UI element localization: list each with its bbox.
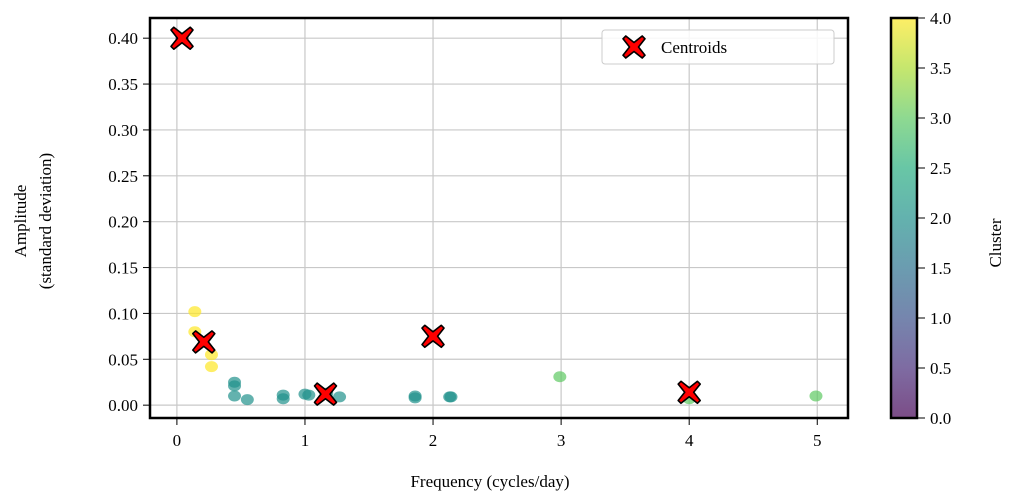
centroid-marker <box>421 324 445 349</box>
x-axis: 0 1 2 3 4 5 <box>173 418 822 450</box>
y-axis-label: Amplitude (standard deviation) <box>11 153 55 289</box>
data-point <box>228 390 242 402</box>
y-tick-label: 0.15 <box>108 259 138 278</box>
data-point <box>408 392 422 404</box>
colorbar: 0.0 0.5 1.0 1.5 2.0 2.5 3.0 3.5 4.0 Cluster <box>889 9 1005 428</box>
x-tick-label: 5 <box>813 431 822 450</box>
y-tick-label: 0.40 <box>108 29 138 48</box>
colorbar-tick-label: 2.5 <box>930 159 951 178</box>
centroid-marker <box>313 382 338 406</box>
data-point <box>240 394 254 406</box>
colorbar-ticks: 0.0 0.5 1.0 1.5 2.0 2.5 3.0 3.5 4.0 <box>917 9 951 428</box>
colorbar-tick-label: 0.0 <box>930 409 951 428</box>
data-point <box>188 306 202 318</box>
x-tick-label: 1 <box>301 431 310 450</box>
x-tick-label: 3 <box>557 431 566 450</box>
colorbar-tick-label: 4.0 <box>930 9 951 28</box>
plot-frame <box>148 16 850 420</box>
data-point <box>204 361 218 373</box>
y-axis-label-line2: (standard deviation) <box>36 153 55 289</box>
data-point <box>333 391 347 403</box>
colorbar-tick-label: 2.0 <box>930 209 951 228</box>
legend-label-centroids: Centroids <box>661 38 727 57</box>
colorbar-tick-label: 3.0 <box>930 109 951 128</box>
data-points <box>175 32 823 406</box>
data-point <box>443 391 457 403</box>
x-tick-label: 0 <box>173 431 182 450</box>
centroid-markers <box>170 26 701 406</box>
y-tick-label: 0.35 <box>108 75 138 94</box>
data-point <box>553 371 567 383</box>
y-tick-label: 0.20 <box>108 213 138 232</box>
y-tick-label: 0.10 <box>108 304 138 323</box>
colorbar-tick-label: 1.5 <box>930 259 951 278</box>
centroid-marker <box>677 380 701 405</box>
x-axis-label: Frequency (cycles/day) <box>410 472 569 491</box>
colorbar-label: Cluster <box>986 218 1005 267</box>
legend-box <box>601 29 835 65</box>
y-tick-label: 0.00 <box>108 396 138 415</box>
centroid-marker <box>192 330 216 354</box>
grid-lines <box>150 18 848 418</box>
data-point <box>204 349 218 361</box>
data-point <box>276 393 290 405</box>
y-tick-label: 0.30 <box>108 121 138 140</box>
data-point <box>809 390 823 402</box>
centroid-marker <box>170 26 194 50</box>
x-tick-label: 2 <box>429 431 438 450</box>
colorbar-tick-label: 0.5 <box>930 359 951 378</box>
colorbar-gradient <box>891 18 917 418</box>
data-point <box>228 380 242 392</box>
y-axis-label-line1: Amplitude <box>11 185 30 258</box>
x-tick-label: 4 <box>685 431 694 450</box>
y-tick-label: 0.25 <box>108 167 138 186</box>
data-point <box>302 389 316 401</box>
y-tick-label: 0.05 <box>108 350 138 369</box>
colorbar-tick-label: 3.5 <box>930 59 951 78</box>
centroid-legend-x-icon <box>622 35 646 59</box>
y-axis: 0.00 0.05 0.10 0.15 0.20 0.25 0.30 0.35 0.40 <box>108 29 150 415</box>
centroid-legend-marker-icon <box>622 35 646 59</box>
colorbar-tick-label: 1.0 <box>930 309 951 328</box>
legend: Centroids <box>601 29 835 65</box>
